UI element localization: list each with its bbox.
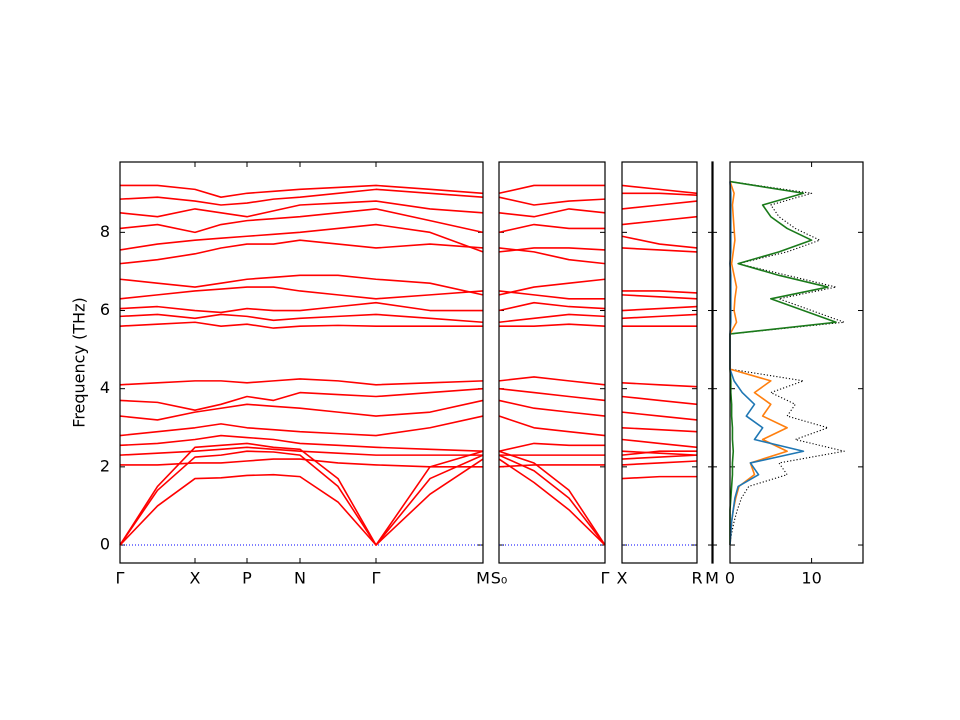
series-line xyxy=(498,399,606,417)
axes-frame xyxy=(621,161,698,564)
series-line xyxy=(119,450,484,546)
series-line xyxy=(729,181,788,546)
series-line xyxy=(498,247,606,253)
series-line xyxy=(498,196,606,206)
x-tick-label: X xyxy=(617,569,628,588)
series-line xyxy=(119,223,484,253)
series-line xyxy=(621,454,698,460)
series-line xyxy=(120,184,484,198)
x-tick-label: Γ xyxy=(372,569,381,588)
series-line xyxy=(498,458,606,546)
series-line xyxy=(621,235,698,249)
series-line xyxy=(119,321,483,329)
series-line xyxy=(498,208,606,218)
series-line xyxy=(119,415,484,437)
series-line xyxy=(119,313,484,324)
series-line xyxy=(119,446,483,456)
series-line xyxy=(621,460,698,466)
x-tick-label: M xyxy=(705,569,719,588)
series-line xyxy=(498,301,606,312)
series-line xyxy=(119,286,484,300)
series-line xyxy=(621,184,698,195)
series-line xyxy=(119,434,484,453)
x-tick-label: 10 xyxy=(801,569,821,588)
series-line xyxy=(498,415,606,437)
series-line xyxy=(498,376,606,386)
series-line xyxy=(621,438,698,449)
axes-frame xyxy=(729,161,864,564)
series-line xyxy=(621,426,698,433)
series-line xyxy=(498,442,605,453)
series-line xyxy=(621,215,698,226)
series-line xyxy=(498,387,606,402)
y-axis-label: Frequency (THz) xyxy=(70,297,89,427)
series-line xyxy=(119,387,484,411)
series-line xyxy=(498,223,605,234)
y-tick-label: 4 xyxy=(100,378,110,397)
axes-frame xyxy=(119,161,484,564)
x-tick-label: 0 xyxy=(725,569,735,588)
series-line xyxy=(498,290,605,300)
series-line xyxy=(621,294,698,300)
y-tick-label: 8 xyxy=(100,222,110,241)
series-line xyxy=(621,450,698,456)
series-line xyxy=(119,200,484,218)
y-tick-label: 0 xyxy=(100,535,110,554)
series-line xyxy=(621,475,697,480)
series-line xyxy=(621,411,698,421)
series-line xyxy=(119,301,483,314)
series-line xyxy=(119,442,484,546)
series-line xyxy=(729,180,837,546)
series-line xyxy=(621,450,697,456)
series-line xyxy=(498,450,606,546)
x-tick-label: Γ xyxy=(601,569,610,588)
series-line xyxy=(621,247,698,253)
series-line xyxy=(119,399,484,421)
x-tick-label: Γ xyxy=(116,569,125,588)
series-line xyxy=(498,278,606,296)
x-tick-label: S₀ xyxy=(491,569,508,588)
x-tick-label: M xyxy=(476,569,490,588)
series-line xyxy=(119,239,484,265)
series-line xyxy=(498,313,606,324)
x-tick-label: R xyxy=(691,569,702,588)
series-line xyxy=(498,464,605,468)
x-tick-label: P xyxy=(242,569,252,588)
series-line xyxy=(498,184,605,195)
x-tick-label: X xyxy=(190,569,201,588)
series-line xyxy=(119,208,484,234)
series-line xyxy=(621,200,698,210)
series-line xyxy=(119,458,484,546)
series-line xyxy=(621,313,698,320)
series-line xyxy=(621,395,698,406)
series-line xyxy=(119,188,484,206)
series-line xyxy=(621,305,698,312)
series-line xyxy=(622,192,698,197)
axes-frame xyxy=(498,161,606,564)
series-line xyxy=(622,290,698,294)
x-tick-label: N xyxy=(294,569,306,588)
series-line xyxy=(498,454,606,546)
series-line xyxy=(729,180,845,546)
axes-frame xyxy=(711,161,714,564)
series-line xyxy=(119,378,484,386)
series-line xyxy=(729,181,805,546)
y-tick-label: 2 xyxy=(100,456,110,475)
series-line xyxy=(499,323,606,327)
series-line xyxy=(621,382,698,388)
y-tick-label: 6 xyxy=(100,300,110,319)
series-line xyxy=(120,458,483,468)
series-line xyxy=(119,274,484,296)
